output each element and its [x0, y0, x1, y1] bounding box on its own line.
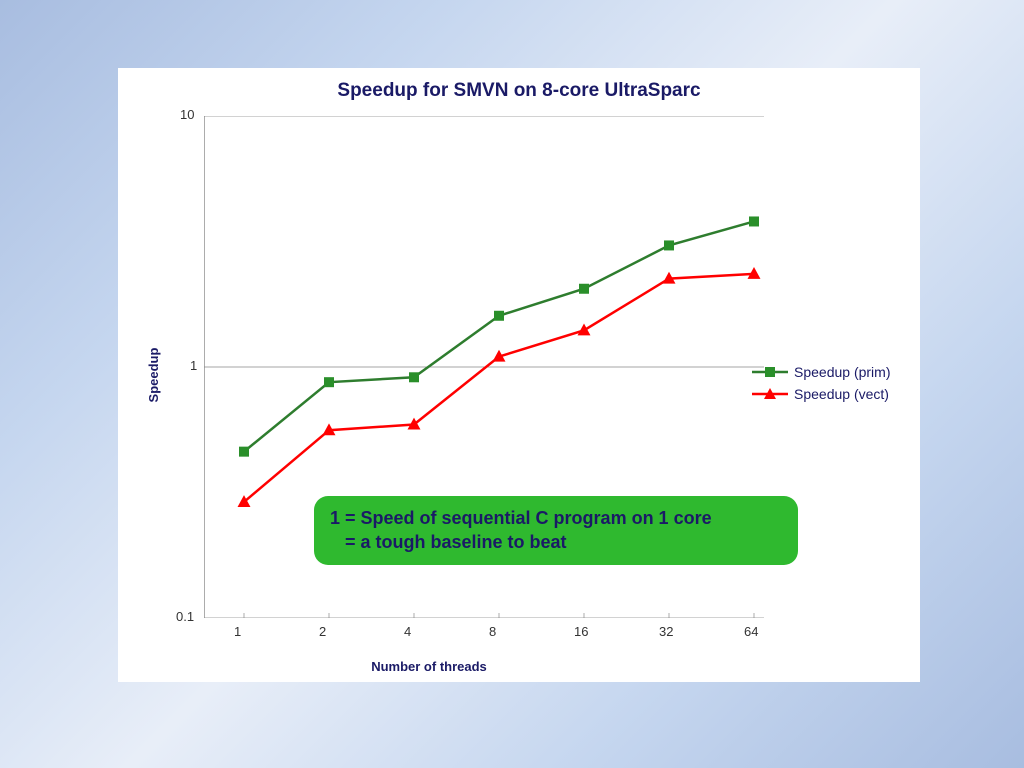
baseline-callout: 1 = Speed of sequential C program on 1 c… — [314, 496, 798, 565]
chart-panel: Speedup for SMVN on 8-core UltraSparc Sp… — [118, 68, 920, 682]
legend-mark-vect — [752, 387, 788, 401]
x-axis-label: Number of threads — [118, 659, 740, 674]
y-tick-label: 0.1 — [176, 609, 194, 624]
x-tick-label: 64 — [744, 624, 758, 639]
x-tick-label: 16 — [574, 624, 588, 639]
y-axis-label: Speedup — [146, 348, 161, 403]
y-tick-label: 10 — [180, 107, 194, 122]
legend: Speedup (prim) Speedup (vect) — [752, 358, 902, 408]
x-tick-label: 1 — [234, 624, 241, 639]
y-tick-label: 1 — [190, 358, 197, 373]
callout-line2: = a tough baseline to beat — [330, 532, 567, 552]
chart-title: Speedup for SMVN on 8-core UltraSparc — [118, 80, 920, 102]
legend-mark-prim — [752, 365, 788, 379]
callout-line1: 1 = Speed of sequential C program on 1 c… — [330, 508, 712, 528]
legend-item-prim: Speedup (prim) — [752, 364, 902, 380]
legend-item-vect: Speedup (vect) — [752, 386, 902, 402]
x-tick-label: 32 — [659, 624, 673, 639]
x-tick-label: 2 — [319, 624, 326, 639]
x-tick-label: 8 — [489, 624, 496, 639]
legend-label-prim: Speedup (prim) — [794, 364, 891, 380]
x-tick-label: 4 — [404, 624, 411, 639]
legend-label-vect: Speedup (vect) — [794, 386, 889, 402]
